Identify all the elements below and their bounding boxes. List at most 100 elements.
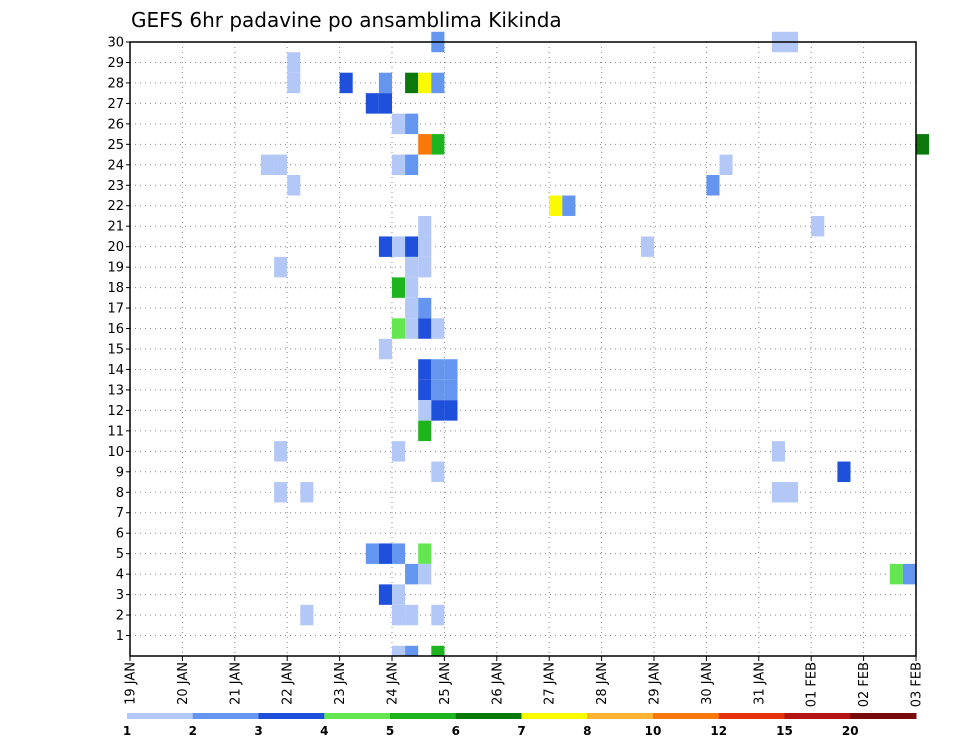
colorbar-segment [390,713,457,719]
precip-cell [287,72,301,94]
y-tick-label: 1 [116,629,124,644]
y-tick-label: 10 [107,445,124,460]
y-tick-label: 17 [107,302,124,317]
y-tick-label: 20 [107,240,124,255]
y-tick-label: 8 [116,486,124,501]
y-axis-ticks: 1234567891011121314151617181920212223242… [107,36,130,644]
y-tick-label: 6 [116,527,124,542]
y-tick-label: 29 [107,56,124,71]
y-tick-label: 22 [107,199,124,214]
precip-cell [549,195,563,216]
precip-cell [640,236,654,257]
precip-cell [418,297,432,319]
y-tick-label: 18 [107,281,124,296]
precip-cell [392,154,406,176]
precip-cell [418,400,432,421]
precip-cell [392,277,406,298]
precip-cell [392,543,406,564]
precip-cell [444,379,458,401]
y-tick-label: 23 [107,179,124,194]
precip-cell [378,584,392,605]
precip-cell [274,441,288,462]
precip-cell [418,543,432,564]
y-tick-label: 9 [116,465,124,480]
colorbar-segment [192,713,259,719]
colorbar-label: 1 [123,724,131,738]
precip-cell [392,604,406,626]
precip-cell [405,318,419,339]
colorbar-segment [587,713,654,719]
y-tick-label: 16 [107,322,124,337]
x-tick-label: 27 JAN [543,662,558,705]
colorbar-label: 4 [320,724,328,738]
y-tick-label: 28 [107,76,124,91]
precip-cell [261,154,275,176]
x-tick-label: 23 JAN [333,662,348,705]
x-tick-label: 26 JAN [490,662,505,705]
precip-cell [418,420,432,442]
colorbar-label: 3 [254,724,262,738]
precip-cell [889,563,903,585]
x-tick-label: 31 JAN [752,662,767,705]
x-tick-label: 19 JAN [124,662,139,705]
precip-cell [771,482,785,503]
colorbar-label: 7 [517,724,525,738]
x-tick-label: 21 JAN [228,662,243,705]
y-tick-label: 15 [107,343,124,358]
colorbar-label: 5 [386,724,394,738]
precip-cell [378,543,392,564]
colorbar-label: 12 [710,724,727,738]
y-tick-label: 4 [116,568,124,583]
precip-cell [902,563,916,585]
precip-cell [287,52,301,73]
colorbar-label: 8 [583,724,591,738]
precip-cell [418,134,432,155]
precip-cell [405,297,419,319]
precip-cell [444,359,458,380]
precip-cell [418,236,432,257]
precip-cell [431,318,445,339]
precip-cell [274,482,288,503]
precipitation-cells [261,31,930,656]
y-tick-label: 21 [107,220,124,235]
precip-cell [431,604,445,626]
x-tick-label: 28 JAN [595,662,610,705]
precip-cell [811,215,825,237]
precip-cell [405,604,419,626]
precip-cell [405,154,419,176]
precip-cell [405,72,419,94]
precip-cell [431,645,445,656]
y-tick-label: 7 [116,506,124,521]
y-tick-label: 3 [116,588,124,603]
colorbar-segment [653,713,720,719]
precip-cell [287,175,301,196]
y-tick-label: 25 [107,138,124,153]
x-tick-label: 25 JAN [438,662,453,705]
precip-cell [405,645,419,656]
precip-cell [274,154,288,176]
colorbar-segment [324,713,391,719]
precip-cell [378,338,392,360]
precip-cell [431,72,445,94]
precip-cell [405,113,419,135]
colorbar: 1 2 3 4 5 6 7 8 10 12 15 20 [123,713,917,738]
precip-cell [444,400,458,421]
y-tick-label: 27 [107,97,124,112]
y-tick-label: 14 [107,363,124,378]
precip-cell [378,72,392,94]
colorbar-segment [521,713,588,719]
x-tick-label: 01 FEB [805,662,820,707]
x-tick-label: 02 FEB [857,662,872,707]
precip-cell [916,134,930,155]
colorbar-segment [784,713,851,719]
precip-cell [300,604,314,626]
x-tick-label: 24 JAN [386,662,401,705]
precip-cell [405,236,419,257]
precip-cell [392,236,406,257]
precip-cell [300,482,314,503]
x-tick-label: 03 FEB [910,662,925,707]
precip-cell [418,256,432,278]
precip-cell [431,461,445,483]
precip-cell [378,93,392,114]
y-tick-label: 12 [107,404,124,419]
